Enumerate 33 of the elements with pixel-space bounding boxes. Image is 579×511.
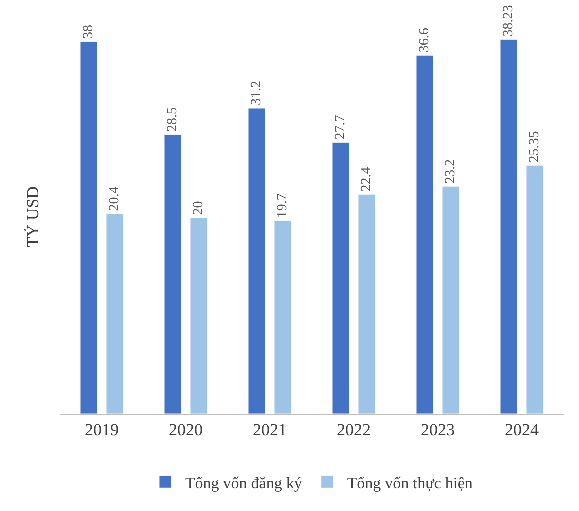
- bar: [416, 55, 434, 414]
- x-tick-label: 2019: [85, 420, 119, 440]
- data-label: 22.4: [360, 167, 375, 192]
- bar: [358, 194, 376, 414]
- x-tick-label: 2024: [505, 420, 540, 440]
- bar: [106, 214, 124, 414]
- data-label: 20.4: [108, 186, 123, 212]
- x-tick-label: 2021: [253, 420, 287, 440]
- data-label: 19.7: [276, 194, 291, 218]
- bar: [332, 142, 350, 414]
- data-label: 25.35: [528, 131, 543, 163]
- bar: [80, 42, 98, 414]
- bar: [248, 108, 266, 414]
- data-label: 27.7: [333, 115, 348, 140]
- legend-label: Tổng vốn đăng ký: [186, 475, 302, 492]
- legend-label: Tổng vốn thực hiện: [347, 475, 473, 492]
- data-label: 31.2: [249, 81, 264, 106]
- data-label: 38.23: [501, 5, 516, 37]
- x-tick-label: 2022: [337, 420, 371, 440]
- bar: [190, 218, 208, 414]
- x-tick-label: 2020: [169, 420, 203, 440]
- data-label: 23.2: [444, 159, 459, 184]
- bar: [526, 166, 544, 414]
- bar: [274, 220, 292, 414]
- data-label: 38: [81, 24, 96, 39]
- data-label: 28.5: [165, 107, 180, 132]
- data-label: 20: [192, 201, 207, 216]
- y-axis-title: TỶ USD: [24, 186, 43, 248]
- x-tick-label: 2023: [421, 420, 455, 440]
- bar: [500, 39, 518, 414]
- data-label: 36.6: [417, 28, 432, 53]
- bar: [164, 134, 182, 414]
- bar: [442, 186, 460, 414]
